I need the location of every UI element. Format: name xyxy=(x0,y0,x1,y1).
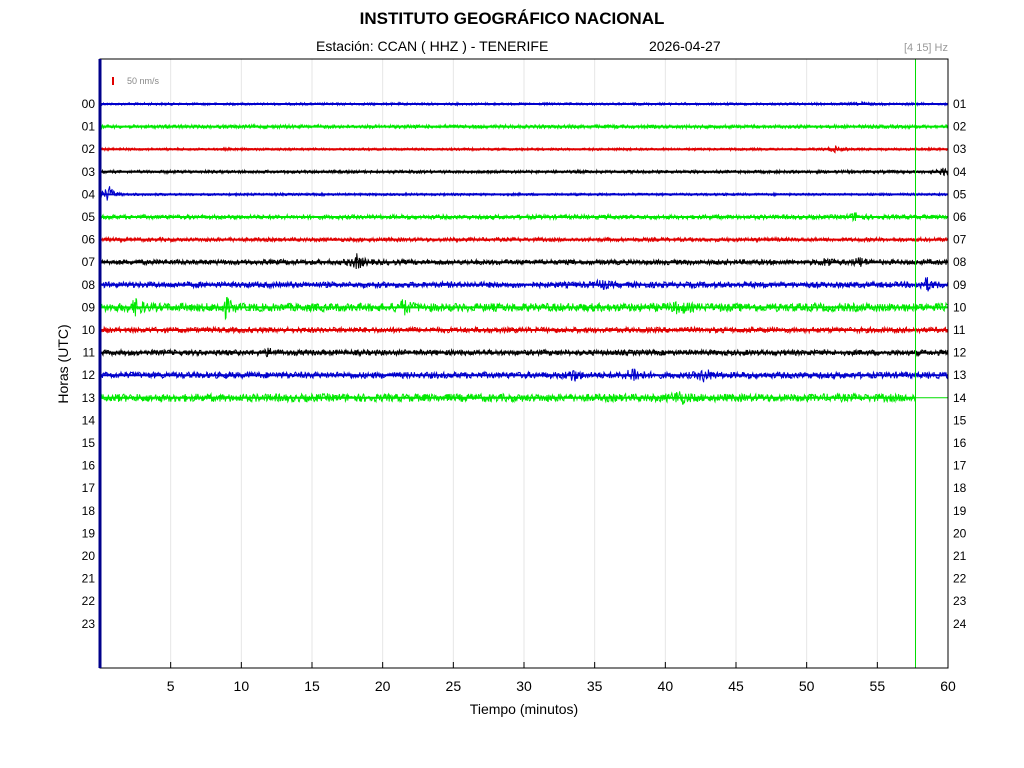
right-hour-label-21: 21 xyxy=(953,549,967,563)
right-hour-label-04: 04 xyxy=(953,165,967,179)
right-hour-label-15: 15 xyxy=(953,413,967,427)
left-hour-label-05: 05 xyxy=(82,210,96,224)
right-hour-label-03: 03 xyxy=(953,142,967,156)
left-hour-label-16: 16 xyxy=(82,459,96,473)
left-hour-label-11: 11 xyxy=(83,346,96,360)
right-hour-label-16: 16 xyxy=(953,436,967,450)
x-tick-label-5: 5 xyxy=(167,678,175,694)
right-hour-label-18: 18 xyxy=(953,481,967,495)
left-hour-label-22: 22 xyxy=(82,594,96,608)
left-hour-labels: 00 01 02 03 04 05 06 07 08 09 10 11 12 13 14 15 16 17 18 19… xyxy=(82,97,96,631)
current-time-indicator xyxy=(914,59,948,668)
right-hour-label-10: 10 xyxy=(953,300,967,314)
left-hour-label-23: 23 xyxy=(82,617,96,631)
y-axis-label: Horas (UTC) xyxy=(55,324,71,403)
x-tick-label-10: 10 xyxy=(234,678,250,694)
left-hour-label-10: 10 xyxy=(82,323,96,337)
right-hour-label-19: 19 xyxy=(953,504,967,518)
left-hour-label-07: 07 xyxy=(82,255,96,269)
left-hour-label-20: 20 xyxy=(82,549,96,563)
right-hour-label-02: 02 xyxy=(953,120,967,134)
x-tick-label-25: 25 xyxy=(446,678,462,694)
x-axis-label: Tiempo (minutos) xyxy=(470,701,578,717)
left-hour-label-14: 14 xyxy=(82,413,96,427)
x-tick-label-30: 30 xyxy=(516,678,532,694)
left-hour-label-13: 13 xyxy=(82,391,96,405)
seismic-traces xyxy=(99,100,949,405)
right-hour-label-12: 12 xyxy=(953,346,967,360)
right-hour-label-24: 24 xyxy=(953,617,967,631)
left-hour-label-03: 03 xyxy=(82,165,96,179)
left-hour-label-02: 02 xyxy=(82,142,96,156)
right-hour-label-14: 14 xyxy=(953,391,967,405)
right-hour-label-23: 23 xyxy=(953,594,967,608)
x-tick-label-15: 15 xyxy=(304,678,320,694)
date-label: 2026-04-27 xyxy=(649,38,721,54)
right-hour-label-01: 01 xyxy=(953,97,967,111)
right-hour-label-17: 17 xyxy=(953,459,967,473)
left-hour-label-00: 00 xyxy=(82,97,96,111)
left-hour-label-21: 21 xyxy=(82,572,96,586)
left-hour-label-15: 15 xyxy=(82,436,96,450)
right-hour-labels: 01 02 03 04 05 06 07 08 09 10 11 12 13 14 15 16 17 18 19 20… xyxy=(953,97,967,631)
left-hour-label-06: 06 xyxy=(82,233,96,247)
amplitude-scale-label: 50 nm/s xyxy=(127,76,160,86)
right-hour-label-08: 08 xyxy=(953,255,967,269)
left-hour-label-19: 19 xyxy=(82,526,96,540)
right-hour-label-22: 22 xyxy=(953,572,967,586)
left-hour-label-08: 08 xyxy=(82,278,96,292)
station-label: Estación: CCAN ( HHZ ) - TENERIFE xyxy=(316,38,549,54)
right-hour-label-09: 09 xyxy=(953,278,967,292)
right-hour-label-11: 11 xyxy=(953,323,966,337)
left-hour-label-01: 01 xyxy=(82,120,96,134)
amplitude-scale-bar xyxy=(112,77,114,85)
chart-title: INSTITUTO GEOGRÁFICO NACIONAL xyxy=(359,9,665,28)
frequency-band-label: [4 15] Hz xyxy=(903,42,948,54)
right-hour-label-13: 13 xyxy=(953,368,967,382)
x-axis-ticks: 5 10 15 20 25 30 35 40 45 50 55 60 xyxy=(167,662,956,694)
x-tick-label-50: 50 xyxy=(799,678,815,694)
x-tick-label-60: 60 xyxy=(940,678,956,694)
right-hour-label-20: 20 xyxy=(953,526,967,540)
left-hour-label-04: 04 xyxy=(82,187,96,201)
left-hour-label-17: 17 xyxy=(82,481,96,495)
left-hour-label-18: 18 xyxy=(82,504,96,518)
right-hour-label-07: 07 xyxy=(953,233,967,247)
x-tick-label-55: 55 xyxy=(870,678,886,694)
x-tick-label-20: 20 xyxy=(375,678,391,694)
left-hour-label-09: 09 xyxy=(82,300,96,314)
right-hour-label-06: 06 xyxy=(953,210,967,224)
x-tick-label-45: 45 xyxy=(728,678,744,694)
left-hour-label-12: 12 xyxy=(82,368,96,382)
x-tick-label-35: 35 xyxy=(587,678,603,694)
grid-lines xyxy=(170,59,878,668)
right-hour-label-05: 05 xyxy=(953,187,967,201)
x-tick-label-40: 40 xyxy=(658,678,674,694)
